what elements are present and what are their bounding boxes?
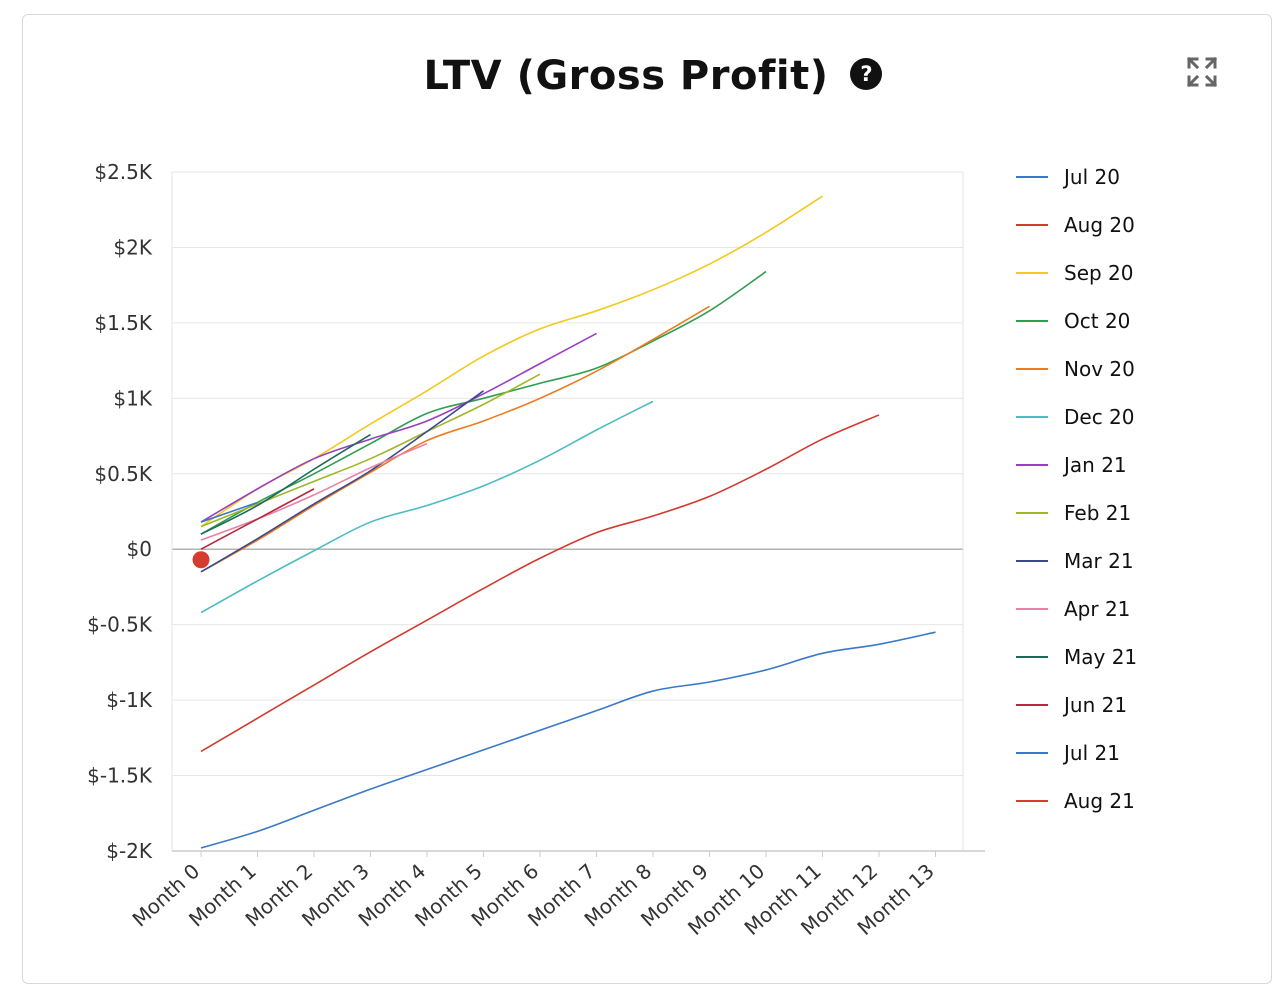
y-tick-label: $1.5K	[94, 311, 153, 335]
legend-layer: Jul 20 Aug 20 Sep 20 Oct 20 Nov 20 Dec 20 Jan …	[1016, 165, 1137, 813]
help-icon[interactable]: ?	[850, 58, 883, 90]
series-line-feb-21[interactable]	[200, 373, 541, 528]
series-line-sep-20[interactable]	[200, 195, 823, 528]
series-line-nov-20[interactable]	[200, 305, 710, 573]
series-line-apr-21[interactable]	[200, 442, 428, 541]
legend-item-label[interactable]: Oct 20	[1064, 309, 1130, 333]
series-line-may-21[interactable]	[200, 433, 371, 535]
y-tick-label: $2.5K	[94, 160, 153, 184]
y-tick-label: $-2K	[106, 839, 153, 863]
series-line-aug-20[interactable]	[200, 414, 880, 753]
legend-item-label[interactable]: Mar 21	[1064, 549, 1134, 573]
legend-item-label[interactable]: Jun 21	[1062, 693, 1127, 717]
y-tick-label: $2K	[113, 235, 152, 259]
legend-item-label[interactable]: Nov 20	[1064, 357, 1135, 381]
y-tick-label: $-1K	[106, 688, 153, 712]
series-line-jul-21[interactable]	[200, 501, 258, 523]
series-line-dec-20[interactable]	[200, 400, 654, 614]
series-line-jun-21[interactable]	[200, 488, 315, 550]
chart-header: LTV (Gross Profit) ?	[22, 46, 1272, 106]
y-tick-label: $0.5K	[94, 462, 153, 486]
legend-item-label[interactable]: Aug 20	[1064, 213, 1135, 237]
series-line-oct-20[interactable]	[200, 270, 767, 535]
legend-item-label[interactable]: Sep 20	[1064, 261, 1134, 285]
y-tick-label: $-0.5K	[87, 613, 153, 637]
legend-item-label[interactable]: Jul 21	[1062, 741, 1120, 765]
y-tick-label: $-1.5K	[87, 764, 153, 788]
series-layer	[192, 195, 936, 849]
y-tick-label: $0	[127, 537, 152, 561]
legend-item-label[interactable]: Apr 21	[1064, 597, 1130, 621]
legend-item-label[interactable]: Feb 21	[1064, 501, 1131, 525]
legend-item-label[interactable]: Aug 21	[1064, 789, 1135, 813]
legend-item-label[interactable]: Jul 20	[1062, 165, 1120, 189]
grid-layer	[171, 171, 964, 852]
y-tick-label: $1K	[113, 386, 152, 410]
axis-layer: $2.5K $2K $1.5K $1K $0.5K $0 $-0.5K $-1K $-1.5K $…	[87, 160, 985, 940]
series-line-jul-20[interactable]	[200, 631, 936, 849]
legend-item-label[interactable]: May 21	[1064, 645, 1137, 669]
series-line-jan-21[interactable]	[200, 332, 597, 523]
highlight-point[interactable]	[192, 551, 210, 569]
series-line-mar-21[interactable]	[200, 390, 484, 573]
chart-card	[22, 14, 1272, 984]
legend-item-label[interactable]: Jan 21	[1062, 453, 1127, 477]
chart-title: LTV (Gross Profit)	[423, 53, 829, 99]
expand-icon[interactable]	[1186, 56, 1218, 88]
legend-item-label[interactable]: Dec 20	[1064, 405, 1135, 429]
